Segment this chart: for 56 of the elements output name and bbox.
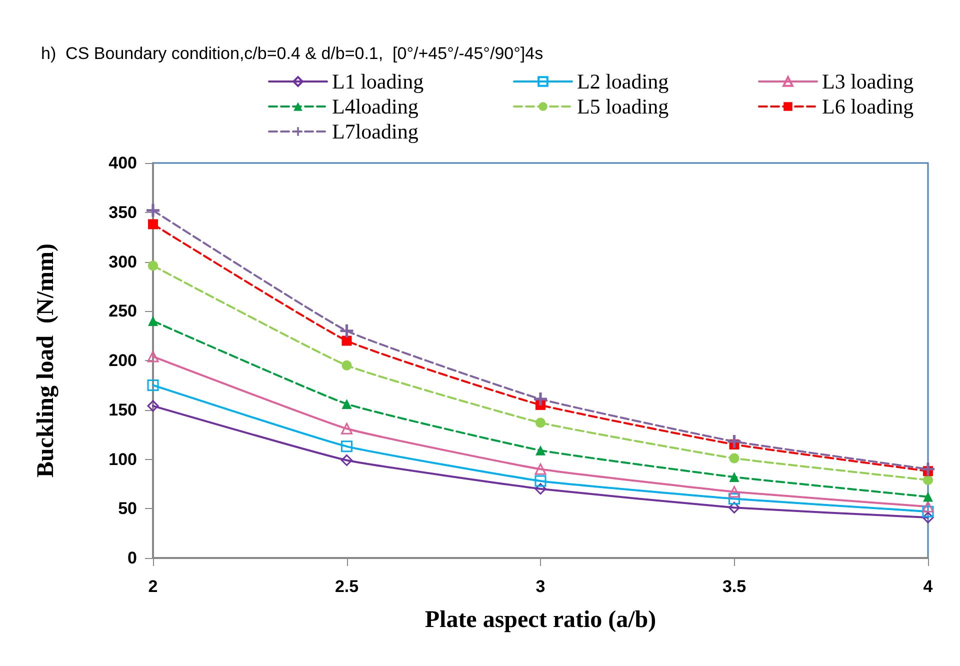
point: [923, 492, 933, 502]
legend-label: L3 loading: [822, 70, 914, 94]
point: [922, 500, 934, 512]
point: [534, 475, 546, 487]
legend-label: L7loading: [332, 120, 419, 144]
point: [729, 472, 740, 482]
legend-label: L2 loading: [577, 70, 670, 94]
legend-label: L4loading: [332, 94, 419, 118]
legend-label: L1 loading: [332, 70, 424, 94]
y-tick-label: 200: [108, 351, 137, 370]
y-tick-label: 150: [108, 400, 137, 420]
point: [534, 483, 546, 495]
x-tick-label: 3: [536, 577, 546, 596]
y-tick-label: 50: [118, 499, 137, 518]
point: [923, 474, 933, 485]
point: [146, 204, 160, 217]
point: [148, 260, 158, 271]
point: [728, 493, 740, 504]
x-tick-label: 2: [148, 577, 158, 596]
point: [341, 440, 352, 452]
point: [342, 336, 352, 346]
legend-label: L6 loading: [822, 94, 914, 118]
x-tick-label: 3.5: [722, 577, 746, 596]
point: [342, 398, 352, 409]
x-tick-label: 4: [923, 577, 934, 596]
point: [534, 392, 547, 406]
y-tick-label: 350: [108, 202, 137, 222]
point: [728, 502, 740, 514]
point: [536, 445, 546, 456]
x-axis-title: Plate aspect ratio (a/b): [424, 607, 656, 633]
point: [147, 350, 159, 362]
point: [922, 506, 934, 518]
point: [148, 316, 158, 326]
y-tick-label: 250: [108, 302, 137, 321]
y-axis-title: Buckling load (N/mm): [33, 243, 59, 478]
x-tick-label: 2.5: [334, 577, 359, 596]
point: [341, 454, 352, 466]
point: [148, 219, 158, 230]
point: [922, 512, 934, 524]
point: [728, 434, 741, 448]
point: [534, 463, 546, 475]
point: [147, 379, 159, 391]
point: [729, 453, 740, 464]
y-tick-label: 100: [108, 450, 137, 469]
chart-title: h) CS Boundary condition,c/b=0.4 & d/b=0.1, [0°/+45°/-45°/90°]4s: [41, 44, 544, 63]
point: [341, 422, 352, 434]
point: [340, 324, 354, 338]
y-tick-label: 300: [108, 252, 137, 272]
point: [728, 486, 740, 498]
point: [922, 462, 934, 476]
point: [536, 418, 546, 428]
y-tick-label: 400: [108, 154, 137, 172]
point: [147, 400, 159, 412]
legend-label: L5 loading: [577, 94, 670, 118]
point: [342, 360, 352, 370]
y-tick-label: 0: [128, 548, 137, 568]
